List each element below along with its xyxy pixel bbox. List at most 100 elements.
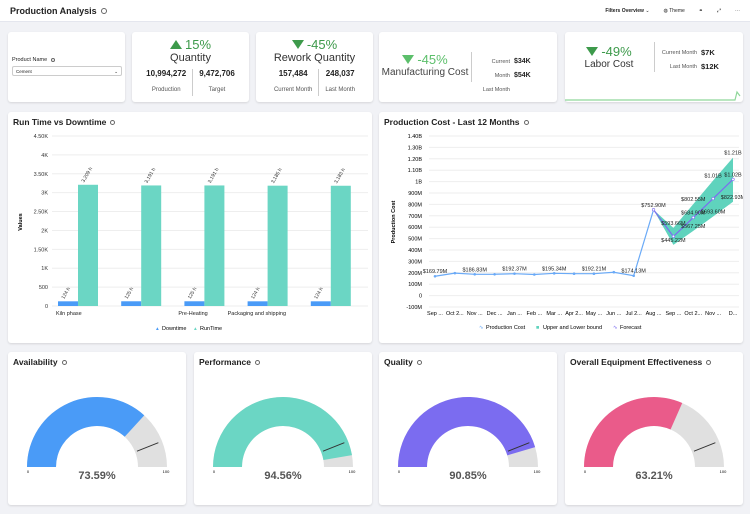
gauge-title: Overall Equipment Effectiveness <box>570 357 712 367</box>
production-cost-point <box>612 270 616 274</box>
legend-runtime: RunTime <box>200 326 222 332</box>
downtime-bar <box>247 301 268 306</box>
data-label: 125 h <box>124 286 136 300</box>
target-value: 9,472,706 <box>199 69 235 78</box>
kpi-manufacturing: -45% Manufacturing Cost Current Month Las… <box>379 32 557 102</box>
product-select[interactable]: Cement ⌄ <box>12 66 122 76</box>
production-cost-point <box>632 274 635 278</box>
rework-change: -45% <box>256 37 373 52</box>
labor-change: -49% <box>565 44 653 59</box>
gauge-min: 0 <box>27 469 30 474</box>
production-cost-point <box>572 272 576 276</box>
legend-icon: ■ <box>536 325 539 331</box>
x-tick-label: Oct 2... <box>684 311 702 317</box>
x-tick-label: Nov ... <box>467 311 483 317</box>
data-label: $1.02B <box>724 172 742 178</box>
x-tick-label: Nov ... <box>705 311 721 317</box>
x-tick-label: Jul 2... <box>626 311 643 317</box>
y-tick-label: 1.10B <box>408 168 423 174</box>
production-cost-point <box>453 271 457 275</box>
runtime-bar <box>78 184 98 306</box>
info-icon[interactable] <box>100 7 107 14</box>
current-value: $34K <box>514 58 531 65</box>
gauge-title: Quality <box>384 357 422 367</box>
gauge-value: 90.85% <box>449 470 487 482</box>
data-label: 124 h <box>250 286 262 300</box>
arrow-down-icon <box>291 40 304 49</box>
link-icon[interactable]: ⚭ <box>698 7 703 14</box>
forecast-point <box>691 215 695 220</box>
quantity-change: 15% <box>132 37 249 52</box>
runtime-bar <box>141 185 162 306</box>
gauge-target-marker <box>136 442 159 452</box>
x-tick-label: Kiln phase <box>56 311 82 317</box>
data-label: 3,185 h <box>270 167 284 185</box>
data-label: 124 h <box>313 286 325 300</box>
production-cost-line <box>434 209 655 277</box>
y-tick-label: 200M <box>408 271 422 277</box>
bound-band <box>653 157 733 245</box>
gauge-card: Availability 73.59% 0 100 <box>8 352 186 505</box>
rework-title: Rework Quantity <box>273 52 356 64</box>
runtime-bar <box>204 185 225 306</box>
forecast-point <box>651 208 656 212</box>
production-value: 10,994,272 <box>146 69 187 78</box>
y-tick-label: 700M <box>408 214 422 220</box>
y-axis-label: Values <box>18 213 24 230</box>
gauge-target-marker <box>322 442 345 452</box>
legend-label: Production Cost <box>486 325 526 331</box>
page-title: Production Analysis <box>10 5 97 16</box>
data-label: $445.22M <box>661 238 686 244</box>
data-label: $1.01B <box>704 173 722 179</box>
gauge-max: 100 <box>534 469 541 474</box>
x-tick-label: D... <box>729 311 738 317</box>
y-tick-label: 400M <box>408 248 422 254</box>
theme-label: Theme <box>669 7 685 14</box>
production-cost-point <box>473 273 477 276</box>
y-tick-label: 1K <box>41 266 48 272</box>
production-cost-point <box>513 272 516 275</box>
x-tick-label: Feb ... <box>527 311 543 317</box>
y-tick-label: 300M <box>408 259 422 265</box>
data-label: $186.83M <box>462 267 487 273</box>
gauge: 63.21% 0 100 <box>584 397 727 482</box>
x-tick-label: Pre-Heating <box>178 311 207 317</box>
data-label: 3,191 h <box>207 167 221 185</box>
forecast-point <box>711 196 715 201</box>
filters-overview-dropdown[interactable]: Filters Overview ⌄ <box>605 7 650 14</box>
x-tick-label: Jan ... <box>507 311 522 317</box>
bar-chart: 0 500 1K 1.50K 2K 2.50K 3K 3.50K 4K 4.50K Values 12… <box>18 134 368 332</box>
production-label: Production <box>151 87 181 93</box>
current-label: Current Month <box>661 50 697 56</box>
legend-downtime-icon: ▴ <box>156 326 159 332</box>
runtime-bar <box>330 185 351 306</box>
gauge-fill <box>27 397 145 467</box>
current-label: Current Month <box>273 87 313 93</box>
gauge-max: 100 <box>349 469 356 474</box>
arrow-down-icon <box>402 55 415 64</box>
data-label: 125 h <box>187 286 199 300</box>
theme-button[interactable]: ◍ Theme <box>663 7 685 14</box>
legend-icon: ∿ <box>479 325 484 331</box>
last-label: Last Month <box>325 87 356 93</box>
y-tick-label: 800M <box>408 202 422 208</box>
more-icon[interactable]: ⋯ <box>735 7 740 14</box>
data-label: $1.21B <box>724 151 742 157</box>
manufacturing-title: Manufacturing Cost <box>381 67 469 78</box>
product-filter-card: Product Name Cement ⌄ <box>8 32 125 102</box>
y-tick-label: 4.50K <box>34 134 49 140</box>
y-tick-label: 1.30B <box>408 145 423 151</box>
runtime-chart-card: Run Time vs Downtime 0 500 1K 1.50K 2K 2.50K 3… <box>8 112 372 343</box>
legend-downtime: Downtime <box>162 326 186 332</box>
gauge-value: 63.21% <box>635 470 673 482</box>
production-cost-point <box>433 274 437 278</box>
gauge-fill <box>398 397 536 467</box>
downtime-bar <box>184 301 205 306</box>
legend-label: Upper and Lower bound <box>543 325 602 331</box>
last-value: $54K <box>514 72 531 79</box>
y-tick-label: 4K <box>41 153 48 159</box>
data-label: $192.37M <box>502 267 527 273</box>
y-tick-label: 900M <box>408 191 422 197</box>
expand-icon[interactable]: ⤢ <box>716 7 721 14</box>
y-tick-label: 3.50K <box>34 172 49 178</box>
